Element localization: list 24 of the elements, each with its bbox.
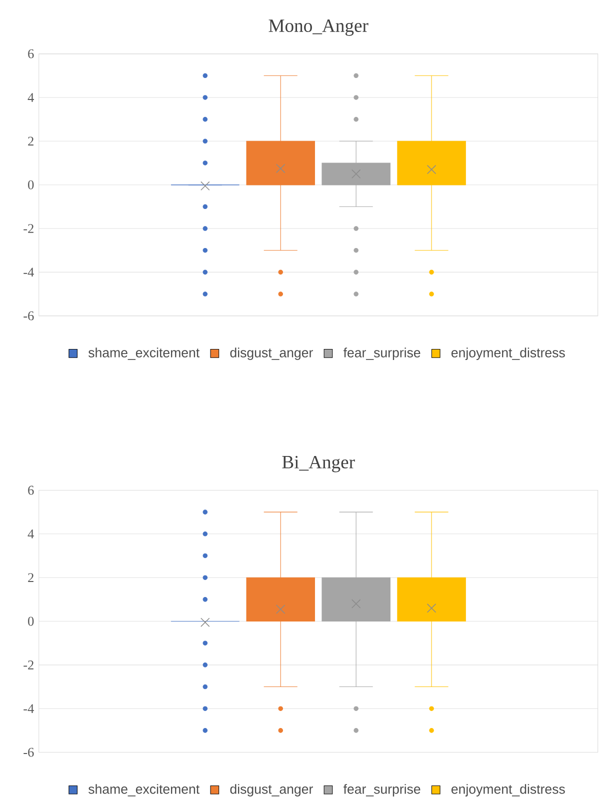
y-tick-label: -6 [24, 748, 34, 757]
y-tick-label: 0 [28, 616, 34, 626]
legend-label: enjoyment_distress [452, 348, 565, 360]
legend-label: shame_excitement [88, 348, 200, 360]
legend-label: disgust_anger [230, 348, 314, 360]
chart-title: Mono_Anger [268, 20, 368, 36]
y-tick-label: -6 [24, 311, 34, 320]
legend-label: fear_surprise [344, 348, 420, 360]
y-tick-label: -4 [24, 704, 34, 713]
y-tick-label: 2 [28, 573, 34, 582]
y-tick-label: 6 [28, 486, 34, 495]
legend-label: shame_excitement [88, 784, 200, 796]
y-tick-label: 2 [28, 136, 34, 146]
legend-label: enjoyment_distress [452, 784, 565, 796]
y-tick-label: 6 [28, 49, 34, 58]
y-tick-label: 4 [28, 530, 34, 538]
y-tick-label: -4 [24, 268, 34, 277]
legend-label: disgust_anger [230, 784, 314, 796]
y-tick-label: -2 [24, 660, 34, 670]
chart-title: Bi_Anger [282, 456, 355, 472]
y-tick-label: 0 [28, 180, 34, 190]
y-tick-label: 4 [28, 93, 34, 102]
legend-label: fear_surprise [344, 784, 420, 796]
y-tick-label: -2 [24, 224, 34, 233]
